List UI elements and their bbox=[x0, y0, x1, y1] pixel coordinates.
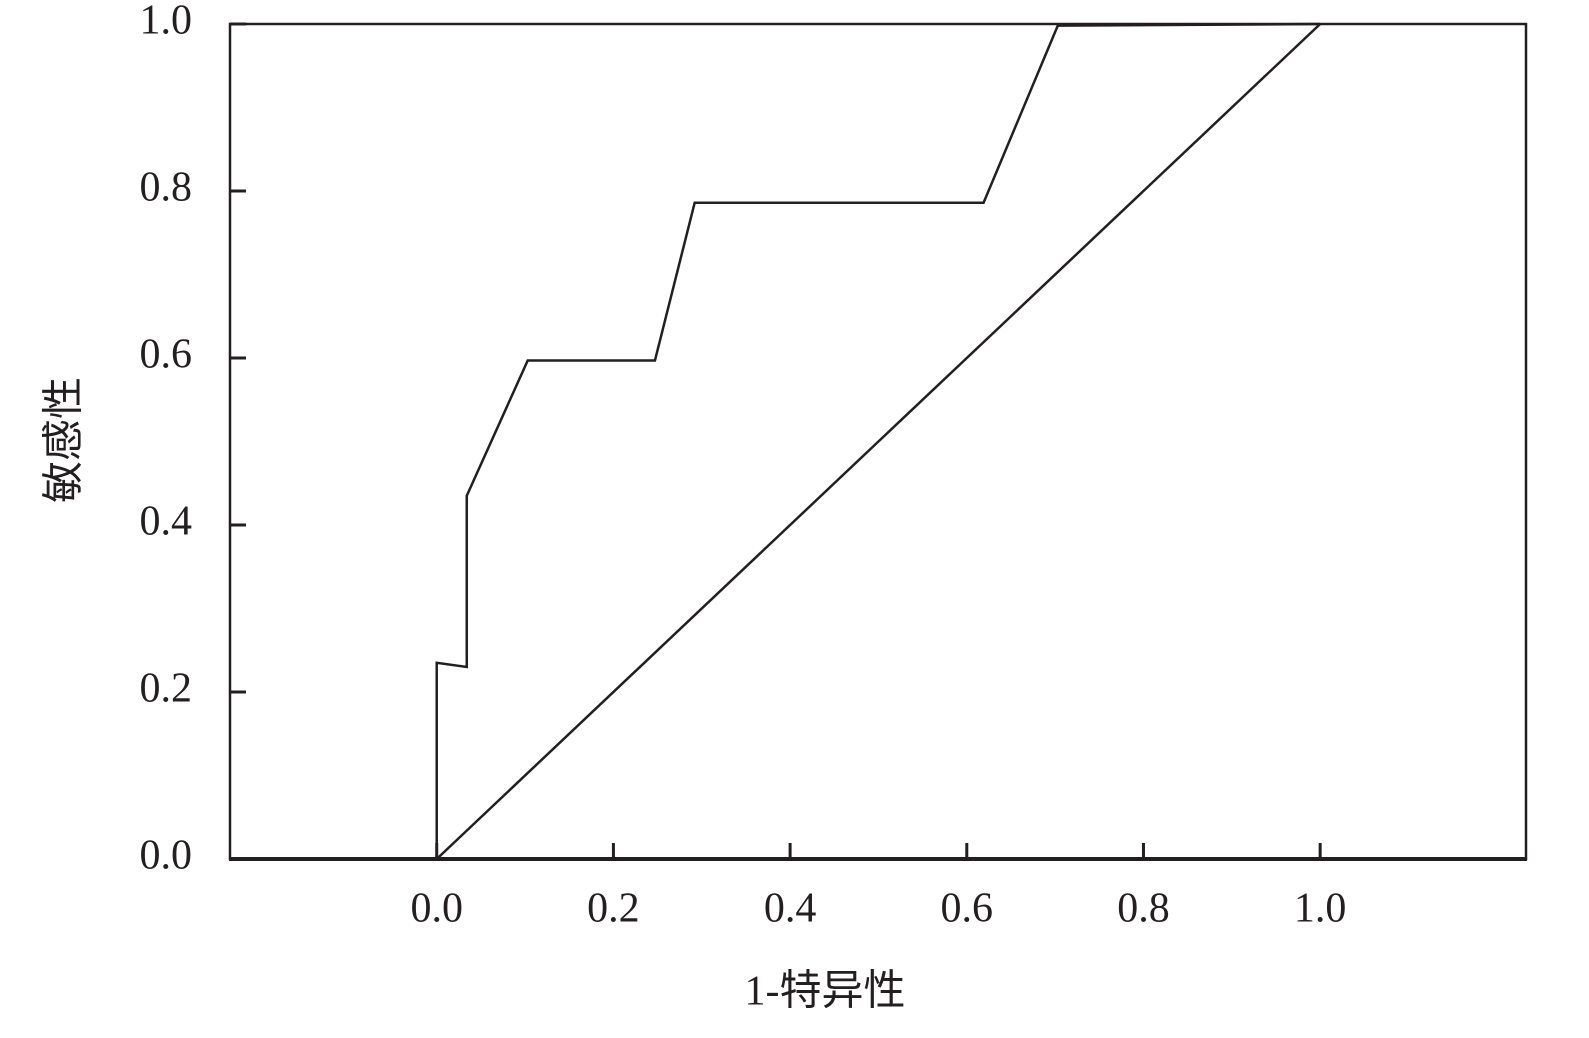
x-axis-title: 1-特异性 bbox=[745, 969, 906, 1015]
y-tick-label: 0.6 bbox=[140, 332, 193, 378]
roc-line bbox=[435, 23, 1322, 860]
y-tick-label: 0.4 bbox=[140, 499, 193, 545]
y-axis-title: 敏感性 bbox=[42, 377, 88, 503]
x-tick-label: 0.0 bbox=[410, 886, 463, 932]
y-tick-label: 0.2 bbox=[140, 666, 193, 712]
y-tick-label: 0.8 bbox=[140, 165, 193, 211]
roc-line bbox=[435, 22, 1321, 859]
x-tick-label: 0.2 bbox=[587, 886, 640, 932]
x-tick-label: 0.8 bbox=[1117, 886, 1170, 932]
y-tick-label: 0.0 bbox=[140, 833, 193, 879]
y-tick-label: 1.0 bbox=[140, 0, 193, 44]
x-tick-label: 0.6 bbox=[941, 886, 994, 932]
x-tick-label: 1.0 bbox=[1294, 886, 1347, 932]
x-tick-label: 0.4 bbox=[764, 886, 817, 932]
